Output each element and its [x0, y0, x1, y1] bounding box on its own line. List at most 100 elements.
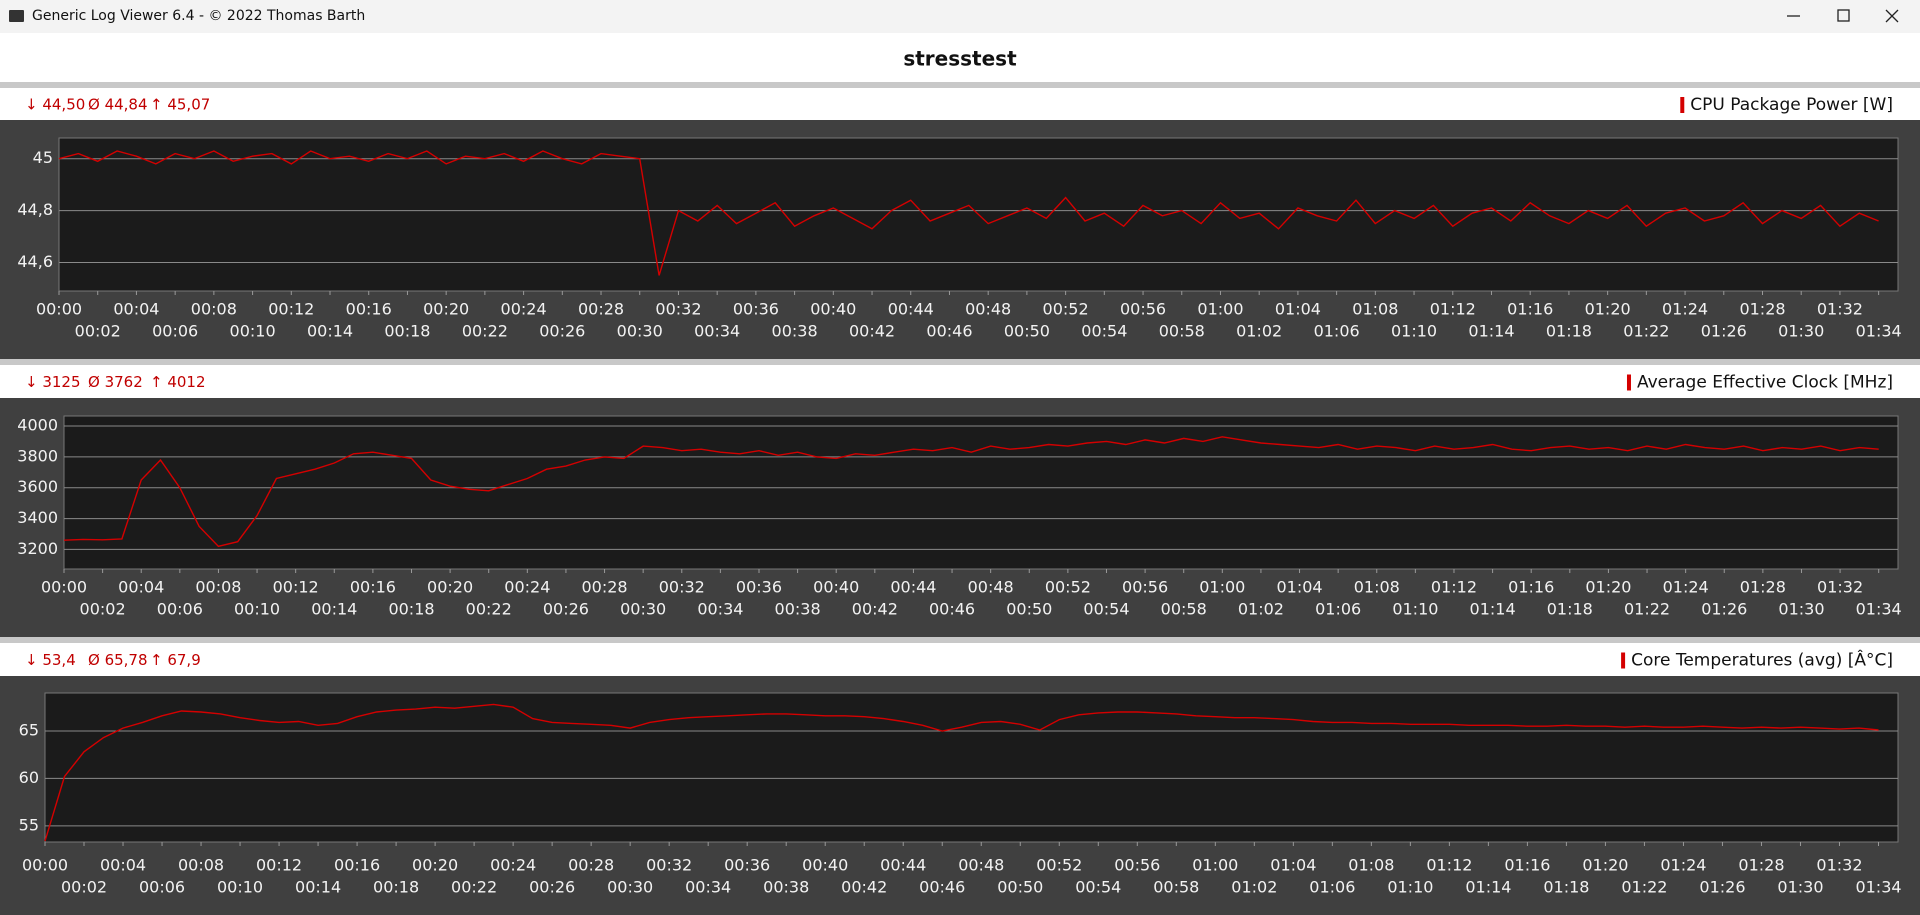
x-tick-label: 00:34: [685, 878, 731, 897]
y-tick-label: 3800: [17, 446, 58, 465]
x-tick-label: 00:46: [929, 600, 975, 619]
log-title: stresstest: [903, 47, 1017, 71]
legend-label: Average Effective Clock [MHz]: [1637, 373, 1893, 393]
info-strip: [0, 88, 1920, 120]
x-tick-label: 00:18: [388, 600, 434, 619]
separator: [0, 82, 1920, 88]
y-tick-label: 3200: [17, 539, 58, 558]
x-tick-label: 00:44: [888, 300, 934, 319]
x-tick-label: 01:34: [1855, 878, 1901, 897]
x-tick-label: 00:02: [61, 878, 107, 897]
separator: [0, 359, 1920, 365]
x-tick-label: 00:54: [1083, 600, 1129, 619]
x-tick-label: 01:26: [1699, 878, 1745, 897]
x-tick-label: 00:08: [191, 300, 237, 319]
x-tick-label: 01:22: [1624, 600, 1670, 619]
x-tick-label: 01:34: [1856, 600, 1902, 619]
x-tick-label: 00:24: [501, 300, 547, 319]
x-tick-label: 01:24: [1660, 856, 1706, 875]
y-tick-label: 45: [33, 148, 53, 167]
x-tick-label: 00:12: [273, 578, 319, 597]
x-tick-label: 01:26: [1701, 600, 1747, 619]
x-tick-label: 00:32: [655, 300, 701, 319]
stat-value: Ø 65,78: [88, 651, 148, 669]
x-tick-label: 00:58: [1161, 600, 1207, 619]
x-tick-label: 01:02: [1231, 878, 1277, 897]
x-tick-label: 00:26: [543, 600, 589, 619]
y-tick-label: 4000: [17, 416, 58, 435]
y-tick-label: 60: [19, 768, 39, 787]
x-tick-label: 00:34: [694, 322, 740, 341]
x-tick-label: 00:04: [100, 856, 146, 875]
x-tick-label: 01:18: [1546, 322, 1592, 341]
x-tick-label: 00:34: [697, 600, 743, 619]
x-tick-label: 01:16: [1508, 578, 1554, 597]
close-button[interactable]: [1885, 9, 1899, 23]
x-tick-label: 01:12: [1431, 578, 1477, 597]
x-tick-label: 00:30: [607, 878, 653, 897]
info-strip: [0, 643, 1920, 676]
legend-swatch: [1621, 652, 1626, 669]
x-tick-label: 01:28: [1738, 856, 1784, 875]
x-tick-label: 01:30: [1778, 600, 1824, 619]
y-tick-label: 3600: [17, 477, 58, 496]
x-tick-label: 01:16: [1504, 856, 1550, 875]
x-tick-label: 00:12: [268, 300, 314, 319]
x-tick-label: 00:50: [997, 878, 1043, 897]
x-tick-label: 00:26: [539, 322, 585, 341]
stat-value: ↑ 45,07: [150, 96, 210, 114]
window-title: Generic Log Viewer 6.4 - © 2022 Thomas B…: [32, 8, 365, 24]
x-tick-label: 01:04: [1276, 578, 1322, 597]
stat-value: ↑ 4012: [150, 373, 206, 391]
x-tick-label: 00:18: [384, 322, 430, 341]
x-tick-label: 00:46: [926, 322, 972, 341]
x-tick-label: 01:06: [1314, 322, 1360, 341]
x-tick-label: 00:10: [230, 322, 276, 341]
plot-area: [44, 692, 1899, 843]
y-tick-label: 55: [19, 815, 39, 834]
info-strip: [0, 365, 1920, 398]
x-tick-label: 00:58: [1153, 878, 1199, 897]
x-tick-label: 00:14: [311, 600, 357, 619]
x-tick-label: 01:28: [1740, 578, 1786, 597]
x-tick-label: 00:06: [157, 600, 203, 619]
x-tick-label: 00:42: [852, 600, 898, 619]
x-tick-label: 01:32: [1817, 300, 1863, 319]
x-tick-label: 00:58: [1159, 322, 1205, 341]
x-tick-label: 00:20: [412, 856, 458, 875]
app-icon: [9, 10, 24, 22]
x-tick-label: 00:56: [1114, 856, 1160, 875]
x-tick-label: 01:28: [1739, 300, 1785, 319]
x-tick-label: 00:16: [346, 300, 392, 319]
x-tick-label: 00:24: [490, 856, 536, 875]
x-tick-label: 01:04: [1275, 300, 1321, 319]
x-tick-label: 00:38: [772, 322, 818, 341]
x-tick-label: 01:12: [1430, 300, 1476, 319]
x-tick-label: 00:46: [919, 878, 965, 897]
x-tick-label: 00:48: [968, 578, 1014, 597]
stat-value: ↑ 67,9: [150, 651, 201, 669]
x-tick-label: 00:08: [195, 578, 241, 597]
y-tick-label: 65: [19, 720, 39, 739]
x-tick-label: 01:30: [1777, 878, 1823, 897]
x-tick-label: 00:26: [529, 878, 575, 897]
x-tick-label: 01:18: [1547, 600, 1593, 619]
x-tick-label: 01:14: [1465, 878, 1511, 897]
maximize-button[interactable]: [1837, 9, 1850, 22]
x-tick-label: 01:24: [1663, 578, 1709, 597]
x-tick-label: 01:16: [1507, 300, 1553, 319]
x-tick-label: 01:18: [1543, 878, 1589, 897]
x-tick-label: 00:40: [813, 578, 859, 597]
stat-value: ↓ 44,50: [25, 96, 85, 114]
stat-value: Ø 3762: [88, 373, 143, 391]
x-tick-label: 00:00: [36, 300, 82, 319]
x-tick-label: 00:30: [620, 600, 666, 619]
y-tick-label: 44,8: [17, 200, 53, 219]
x-tick-label: 00:22: [466, 600, 512, 619]
x-tick-label: 00:54: [1075, 878, 1121, 897]
x-tick-label: 01:06: [1315, 600, 1361, 619]
x-tick-label: 00:20: [427, 578, 473, 597]
plot-area: [63, 415, 1899, 570]
x-tick-label: 00:44: [890, 578, 936, 597]
